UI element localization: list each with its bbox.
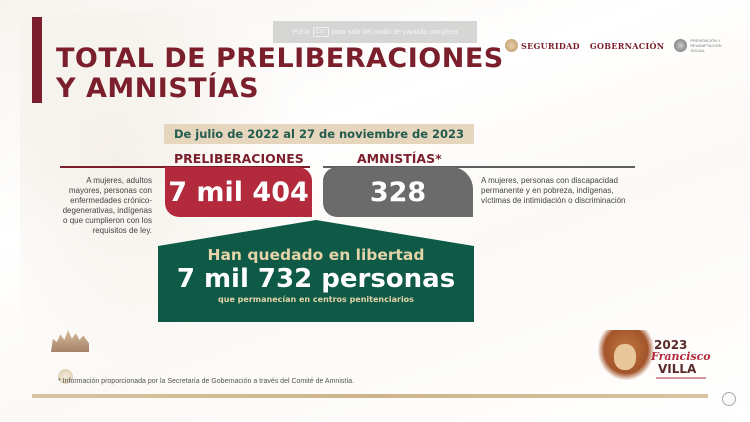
footer-bar <box>32 394 708 398</box>
logo-prevencion: PREVENCIÓN Y READAPTACIÓN SOCIAL <box>674 38 730 53</box>
divider-right <box>323 166 635 168</box>
total-value: 7 mil 732 personas <box>176 264 456 294</box>
amnistias-value-box: 328 <box>323 167 473 217</box>
total-released-box: Han quedado en libertad 7 mil 732 person… <box>158 246 474 322</box>
fullscreen-exit-notice: Pulsa Esc para salir del modo de pantall… <box>273 21 477 43</box>
portrait-icon <box>614 344 636 370</box>
national-seal-icon <box>505 39 518 52</box>
notice-suffix: para salir del modo de pantalla completa <box>331 28 458 36</box>
preliberaciones-label: PRELIBERACIONES <box>174 151 304 166</box>
logo-gobernacion: GOBERNACIÓN <box>589 40 665 51</box>
title-line-2: Y AMNISTÍAS <box>56 73 260 104</box>
title-accent-bar <box>32 17 42 103</box>
esc-key-icon: Esc <box>312 27 329 37</box>
corner-seal-icon <box>722 392 736 406</box>
logo-seguridad: SEGURIDAD <box>505 39 580 52</box>
francisco-villa-logo: 2023 Francisco VILLA <box>598 330 711 385</box>
title-line-1: TOTAL DE PRELIBERACIONES <box>56 43 504 74</box>
source-footnote: * Información proporcionada por la Secre… <box>58 378 355 385</box>
preliberaciones-description: A mujeres, adultos mayores, personas con… <box>62 176 152 235</box>
page-title: TOTAL DE PRELIBERACIONES Y AMNISTÍAS <box>56 44 504 104</box>
total-subtext: que permanecían en centros penitenciario… <box>218 295 414 304</box>
header-logos: SEGURIDAD GOBERNACIÓN PREVENCIÓN Y READA… <box>505 38 730 53</box>
total-heading: Han quedado en libertad <box>207 246 425 264</box>
house-roof-shape <box>158 220 474 246</box>
notice-prefix: Pulsa <box>292 28 310 36</box>
amnistias-description: A mujeres, personas con discapacidad per… <box>481 176 626 205</box>
prevencion-seal-icon <box>674 39 688 52</box>
preliberaciones-value-box: 7 mil 404 <box>165 167 312 217</box>
amnistias-label: AMNISTÍAS* <box>357 151 442 166</box>
seal-watermark-icon <box>58 369 73 384</box>
date-range-banner: De julio de 2022 al 27 de noviembre de 2… <box>164 124 474 144</box>
people-illustration-icon <box>51 330 89 352</box>
logo-underline <box>656 377 706 379</box>
